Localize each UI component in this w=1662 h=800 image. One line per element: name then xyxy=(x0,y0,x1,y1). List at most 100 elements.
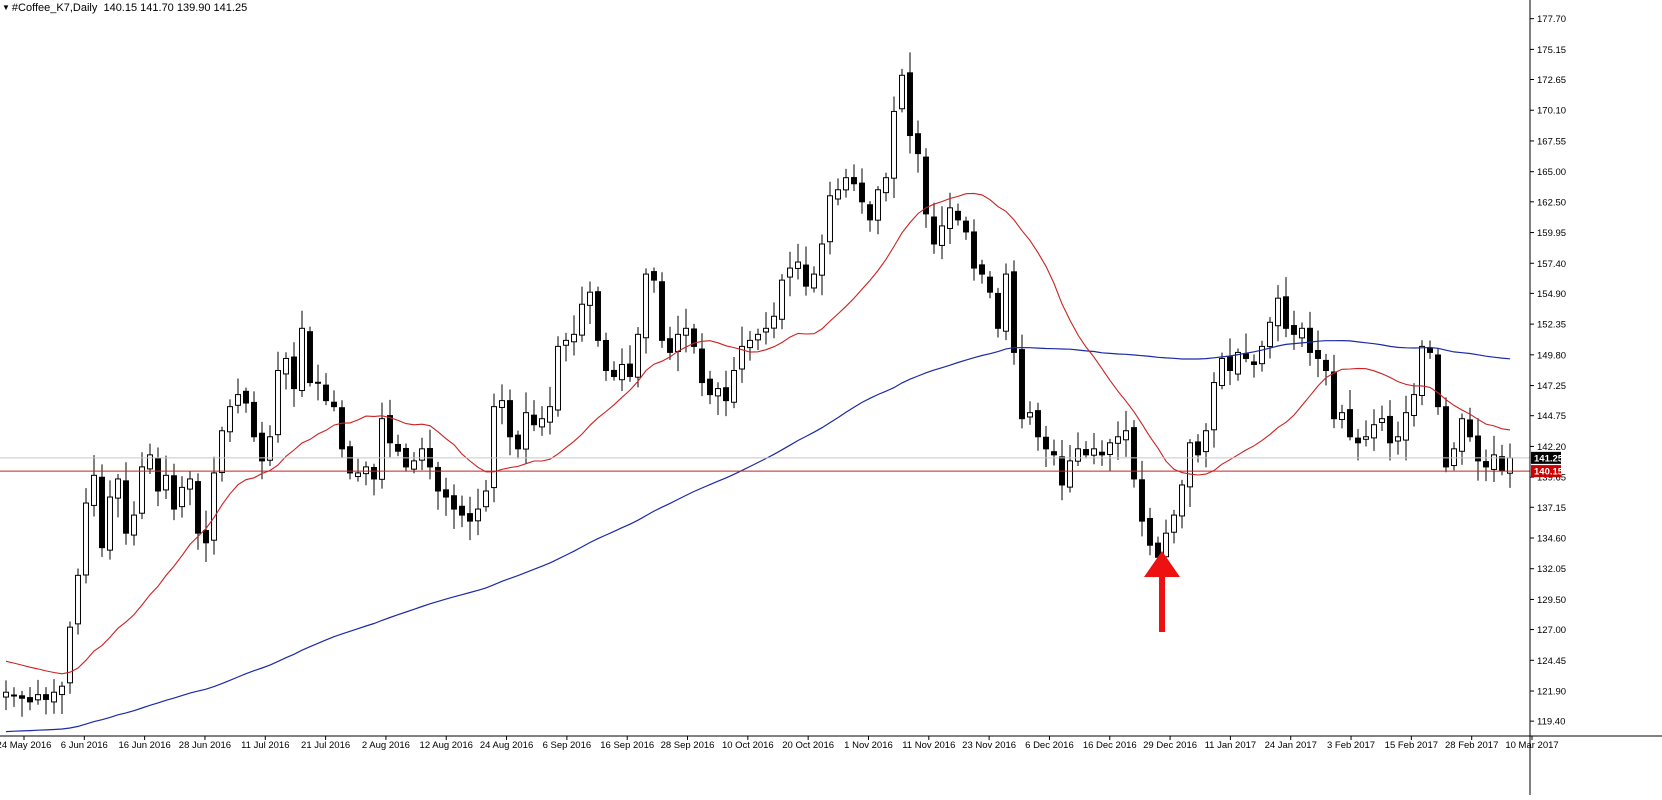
candle-body-bull xyxy=(1491,454,1497,470)
candle xyxy=(1499,444,1505,476)
candle xyxy=(387,399,393,458)
candle-body-bull xyxy=(1067,460,1073,488)
candle-body-bear xyxy=(515,434,521,450)
candle-body-bull xyxy=(795,261,801,269)
candle-body-bull xyxy=(283,357,289,375)
candle xyxy=(499,384,505,425)
candle xyxy=(1363,420,1369,447)
candle-body-bull xyxy=(811,273,817,289)
candle xyxy=(891,96,897,199)
candle-body-bear xyxy=(1483,461,1489,468)
candle-body-bear xyxy=(1499,456,1505,472)
candle xyxy=(283,352,289,390)
candle xyxy=(515,430,521,459)
candle-body-bull xyxy=(267,436,273,461)
candle xyxy=(35,679,41,705)
candle xyxy=(179,476,185,518)
candle xyxy=(947,192,953,245)
x-tick-label: 28 Jun 2016 xyxy=(179,740,231,751)
candle-body-bear xyxy=(1131,427,1137,480)
candle xyxy=(299,310,305,397)
candle xyxy=(395,434,401,457)
candle-body-bear xyxy=(1011,271,1017,353)
candle xyxy=(507,389,513,456)
candle xyxy=(323,373,329,406)
candle xyxy=(1091,432,1097,465)
candle-body-bear xyxy=(507,400,513,438)
candle xyxy=(1275,285,1281,342)
candle-body-bull xyxy=(1115,436,1121,444)
candle-body-bull xyxy=(1419,345,1425,396)
x-tick-label: 11 Jan 2017 xyxy=(1205,740,1257,751)
candle xyxy=(483,479,489,512)
candle xyxy=(915,120,921,173)
candle xyxy=(1203,423,1209,468)
candle xyxy=(1123,410,1129,457)
candle xyxy=(1083,441,1089,459)
candle xyxy=(1427,340,1433,359)
candle-body-bull xyxy=(1211,382,1217,431)
candle xyxy=(971,219,977,281)
candle xyxy=(371,463,377,496)
candle-body-bear xyxy=(1347,409,1353,438)
y-tick-label: 177.70 xyxy=(1537,14,1566,25)
dropdown-arrow-icon[interactable]: ▼ xyxy=(2,3,10,12)
candle xyxy=(163,455,169,500)
candle-body-bear xyxy=(611,369,617,378)
candle xyxy=(435,461,441,510)
candle-body-bear xyxy=(339,407,345,450)
candle xyxy=(1371,409,1377,451)
candle-body-bear xyxy=(603,339,609,371)
candle-body-bear xyxy=(27,697,33,703)
candle xyxy=(563,332,569,362)
candle-body-bull xyxy=(187,478,193,490)
candle xyxy=(1315,330,1321,378)
candle-body-bull xyxy=(523,412,529,450)
moving-averages-group xyxy=(5,192,1511,733)
y-tick-label: 147.25 xyxy=(1537,381,1566,392)
candle xyxy=(1219,352,1225,390)
candle-body-bear xyxy=(323,384,329,402)
x-tick-label: 21 Jul 2016 xyxy=(301,740,350,751)
candle-body-bull xyxy=(75,574,81,625)
price-lines-group xyxy=(0,457,1530,472)
candle xyxy=(83,488,89,584)
chart-header: ▼ #Coffee_K7,Daily 140.15 141.70 139.90 1… xyxy=(2,2,247,14)
candle xyxy=(899,68,905,113)
candle xyxy=(875,186,881,235)
candle xyxy=(611,361,617,381)
candle-body-bull xyxy=(835,189,841,200)
candle xyxy=(107,480,113,560)
candle-body-bull xyxy=(107,496,113,551)
candle-body-bull xyxy=(163,474,169,491)
candle xyxy=(1067,444,1073,493)
candle xyxy=(1107,438,1113,472)
y-tick-label: 129.50 xyxy=(1537,595,1566,606)
candle-body-bear xyxy=(1355,437,1361,444)
candle xyxy=(635,326,641,388)
candle xyxy=(411,452,417,474)
candle-body-bull xyxy=(35,694,41,701)
candle-body-bull xyxy=(875,189,881,221)
candle xyxy=(571,315,577,356)
candle xyxy=(43,687,49,715)
candle-body-bear xyxy=(979,264,985,275)
candle-body-bull xyxy=(1091,448,1097,456)
y-tick-label: 162.50 xyxy=(1537,197,1566,208)
x-tick-label: 16 Dec 2016 xyxy=(1083,740,1137,751)
candle xyxy=(1443,397,1449,473)
x-tick-label: 24 Jan 2017 xyxy=(1265,740,1317,751)
candle-body-bear xyxy=(1387,415,1393,444)
candle xyxy=(619,348,625,392)
candle xyxy=(3,680,9,711)
ask-price-label: 141.25 xyxy=(1531,451,1564,464)
candle-body-bear xyxy=(1251,361,1257,365)
candle xyxy=(203,510,209,563)
candle-body-bear xyxy=(659,281,665,341)
candle-body-bull xyxy=(363,466,369,475)
candle xyxy=(459,495,465,528)
candle-body-bull xyxy=(675,333,681,353)
candle xyxy=(779,274,785,330)
candle-body-bear xyxy=(451,495,457,510)
candle-body-bull xyxy=(1187,442,1193,488)
